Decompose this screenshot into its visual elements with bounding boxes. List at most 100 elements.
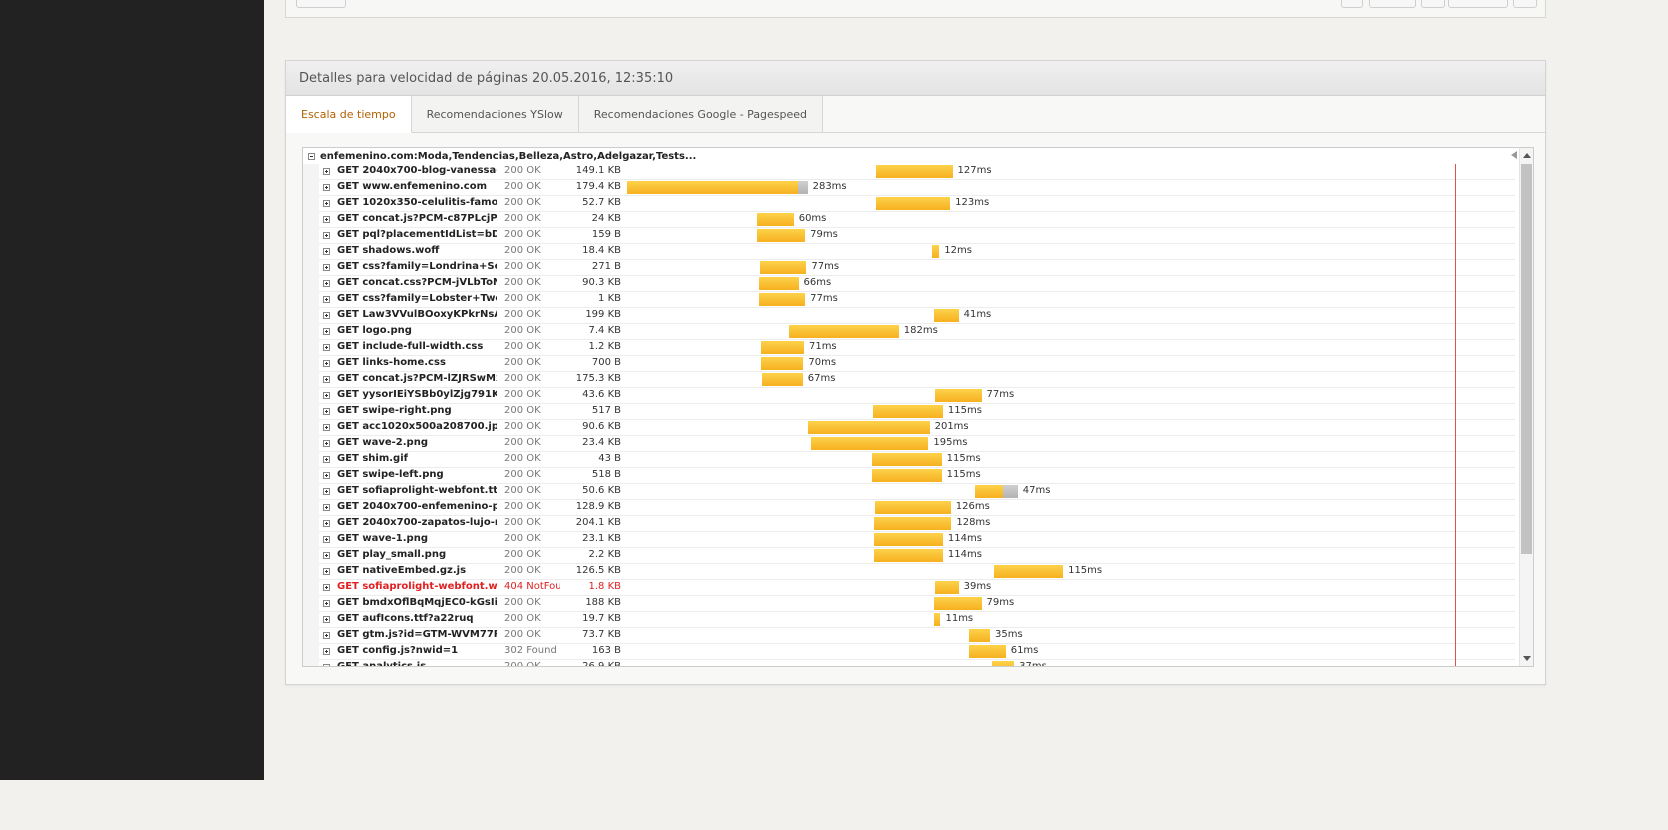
timing-bar[interactable] [968, 629, 990, 642]
expand-icon[interactable] [323, 376, 330, 383]
expand-icon[interactable] [323, 296, 330, 303]
request-row[interactable]: GET sofiaprolight-webfont.woff 404 NotFou… [303, 580, 1515, 596]
request-row[interactable]: GET swipe-right.png 200 OK 517 B 115ms [303, 404, 1515, 420]
request-row[interactable]: GET play_small.png 200 OK 2.2 KB 114ms [303, 548, 1515, 564]
request-row[interactable]: GET Law3VVulBOoxyKPkrNsAa 200 OK 199 KB 41m… [303, 308, 1515, 324]
timing-bar-wait[interactable] [1003, 485, 1018, 498]
expand-icon[interactable] [323, 456, 330, 463]
timing-bar[interactable] [874, 549, 943, 562]
timing-bar[interactable] [873, 405, 943, 418]
timing-bar[interactable] [759, 261, 807, 274]
timing-bar[interactable] [808, 421, 930, 434]
expand-icon[interactable] [323, 648, 330, 655]
timing-bar[interactable] [874, 501, 951, 514]
expand-icon[interactable] [323, 408, 330, 415]
timing-bar[interactable] [933, 613, 941, 626]
timing-bar[interactable] [761, 341, 804, 354]
expand-icon[interactable] [323, 232, 330, 239]
expand-icon[interactable] [323, 616, 330, 623]
expand-icon[interactable] [323, 216, 330, 223]
request-row[interactable]: GET yysorIEiYSBb0ylZjg791KtI 200 OK 43.6 K… [303, 388, 1515, 404]
timing-bar[interactable] [757, 213, 794, 226]
scroll-up-icon[interactable] [1523, 153, 1531, 158]
timing-bar[interactable] [758, 277, 799, 290]
request-row[interactable]: GET concat.css?PCM-jVLbToNA 200 OK 90.3 KB… [303, 276, 1515, 292]
timing-bar[interactable] [875, 197, 951, 210]
timing-bar[interactable] [991, 661, 1015, 666]
tab-timeline[interactable]: Escala de tiempo [286, 96, 412, 133]
expand-icon[interactable] [323, 440, 330, 447]
request-row[interactable]: GET aufIcons.ttf?a22ruq 200 OK 19.7 KB 11ms [303, 612, 1515, 628]
request-row[interactable]: GET sofiaprolight-webfont.ttf 200 OK 50.6 … [303, 484, 1515, 500]
expand-icon[interactable] [323, 584, 330, 591]
expand-icon[interactable] [323, 568, 330, 575]
request-row[interactable]: GET nativeEmbed.gz.js 200 OK 126.5 KB 115ms [303, 564, 1515, 580]
timing-bar[interactable] [933, 309, 959, 322]
timing-bar-wait[interactable] [797, 181, 808, 194]
expand-icon[interactable] [323, 472, 330, 479]
expand-icon[interactable] [323, 504, 330, 511]
expand-icon[interactable] [323, 312, 330, 319]
request-row[interactable]: GET wave-1.png 200 OK 23.1 KB 114ms [303, 532, 1515, 548]
tab-yslow[interactable]: Recomendaciones YSlow [411, 96, 579, 132]
request-row[interactable]: GET acc1020x500a208700.jpg 200 OK 90.6 KB 2… [303, 420, 1515, 436]
toolbar-button-stub[interactable] [1448, 0, 1508, 8]
toolbar-button-stub[interactable] [1421, 0, 1445, 8]
expand-icon[interactable] [323, 360, 330, 367]
timing-bar[interactable] [875, 165, 953, 178]
pager-button-stub[interactable] [296, 0, 346, 8]
timing-bar[interactable] [993, 565, 1064, 578]
collapse-arrow-icon[interactable] [1511, 151, 1517, 159]
tab-pagespeed[interactable]: Recomendaciones Google - Pagespeed [578, 96, 824, 132]
timing-bar[interactable] [872, 469, 942, 482]
timing-bar[interactable] [761, 357, 804, 370]
request-row[interactable]: GET shim.gif 200 OK 43 B 115ms [303, 452, 1515, 468]
request-row[interactable]: GET www.enfemenino.com 200 OK 179.4 KB 283m… [303, 180, 1515, 196]
expand-icon[interactable] [323, 424, 330, 431]
request-row[interactable]: GET config.js?nwid=1 302 Found 163 B 61ms [303, 644, 1515, 660]
expand-icon[interactable] [323, 344, 330, 351]
request-row[interactable]: GET analytics.js 200 OK 26.9 KB 37ms [303, 660, 1515, 666]
expand-icon[interactable] [323, 248, 330, 255]
request-row[interactable]: GET include-full-width.css 200 OK 1.2 KB 71… [303, 340, 1515, 356]
request-row[interactable]: GET 2040x700-enfemenino-pin 200 OK 128.9 K… [303, 500, 1515, 516]
request-row[interactable]: GET 2040x700-blog-vanessa-r 200 OK 149.1 K… [303, 164, 1515, 180]
scroll-thumb[interactable] [1521, 164, 1532, 554]
expand-icon[interactable] [323, 184, 330, 191]
expand-icon[interactable] [323, 664, 330, 666]
request-row[interactable]: GET concat.js?PCM-lZJRSwMx 200 OK 175.3 KB… [303, 372, 1515, 388]
expand-icon[interactable] [323, 520, 330, 527]
vertical-scrollbar[interactable] [1519, 148, 1533, 666]
timing-bar[interactable] [788, 325, 899, 338]
timing-bar[interactable] [872, 453, 942, 466]
request-row[interactable]: GET css?family=Londrina+Solid 200 OK 271 B… [303, 260, 1515, 276]
expand-icon[interactable] [323, 168, 330, 175]
timing-bar[interactable] [874, 533, 943, 546]
collapse-icon[interactable] [308, 152, 315, 160]
request-row[interactable]: GET css?family=Lobster+Two: 200 OK 1 KB 77m… [303, 292, 1515, 308]
root-request-row[interactable]: enfemenino.com:Moda,Tendencias,Belleza,A… [303, 148, 1515, 164]
request-row[interactable]: GET gtm.js?id=GTM-WVM77R8 200 OK 73.7 KB 35… [303, 628, 1515, 644]
timing-bar[interactable] [935, 581, 959, 594]
request-row[interactable]: GET concat.js?PCM-c87PLcjPS8 200 OK 24 KB 6… [303, 212, 1515, 228]
toolbar-button-stub[interactable] [1513, 0, 1537, 8]
expand-icon[interactable] [323, 552, 330, 559]
timing-bar[interactable] [810, 437, 929, 450]
toolbar-button-stub[interactable] [1341, 0, 1363, 8]
timing-bar[interactable] [758, 293, 806, 306]
timing-bar[interactable] [932, 245, 940, 258]
request-row[interactable]: GET pql?placementIdList=bDjG 200 OK 159 B 7… [303, 228, 1515, 244]
expand-icon[interactable] [323, 488, 330, 495]
timing-bar[interactable] [874, 517, 952, 530]
request-row[interactable]: GET bmdxOflBqMqjEC0-kGsIiJ_ 200 OK 188 KB 7… [303, 596, 1515, 612]
timing-bar[interactable] [757, 229, 806, 242]
timing-bar[interactable] [627, 181, 798, 194]
expand-icon[interactable] [323, 328, 330, 335]
request-row[interactable]: GET 2040x700-zapatos-lujo-m 200 OK 204.1 K… [303, 516, 1515, 532]
request-row[interactable]: GET 1020x350-celulitis-famosa 200 OK 52.7 … [303, 196, 1515, 212]
request-row[interactable]: GET shadows.woff 200 OK 18.4 KB 12ms [303, 244, 1515, 260]
expand-icon[interactable] [323, 392, 330, 399]
expand-icon[interactable] [323, 200, 330, 207]
timing-bar[interactable] [935, 389, 982, 402]
request-row[interactable]: GET swipe-left.png 200 OK 518 B 115ms [303, 468, 1515, 484]
